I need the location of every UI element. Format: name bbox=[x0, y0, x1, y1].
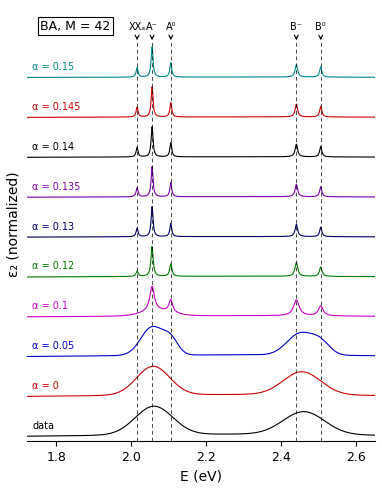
Text: α = 0: α = 0 bbox=[32, 381, 59, 391]
Text: A⁰: A⁰ bbox=[165, 22, 176, 39]
Text: B⁻: B⁻ bbox=[290, 22, 302, 39]
Text: BA, M = 42: BA, M = 42 bbox=[40, 20, 111, 33]
Text: XXₐ: XXₐ bbox=[129, 22, 146, 39]
Text: data: data bbox=[32, 421, 54, 431]
Text: α = 0.135: α = 0.135 bbox=[32, 182, 81, 192]
Text: B⁰: B⁰ bbox=[316, 22, 326, 39]
Text: α = 0.13: α = 0.13 bbox=[32, 221, 74, 232]
Text: α = 0.1: α = 0.1 bbox=[32, 301, 68, 312]
X-axis label: E (eV): E (eV) bbox=[180, 469, 222, 483]
Text: α = 0.15: α = 0.15 bbox=[32, 62, 74, 72]
Text: α = 0.05: α = 0.05 bbox=[32, 342, 74, 351]
Text: α = 0.145: α = 0.145 bbox=[32, 102, 81, 112]
Y-axis label: ε₂ (normalized): ε₂ (normalized) bbox=[7, 171, 21, 277]
Text: α = 0.12: α = 0.12 bbox=[32, 262, 74, 271]
Text: α = 0.14: α = 0.14 bbox=[32, 142, 74, 152]
Text: A⁻: A⁻ bbox=[146, 22, 158, 39]
